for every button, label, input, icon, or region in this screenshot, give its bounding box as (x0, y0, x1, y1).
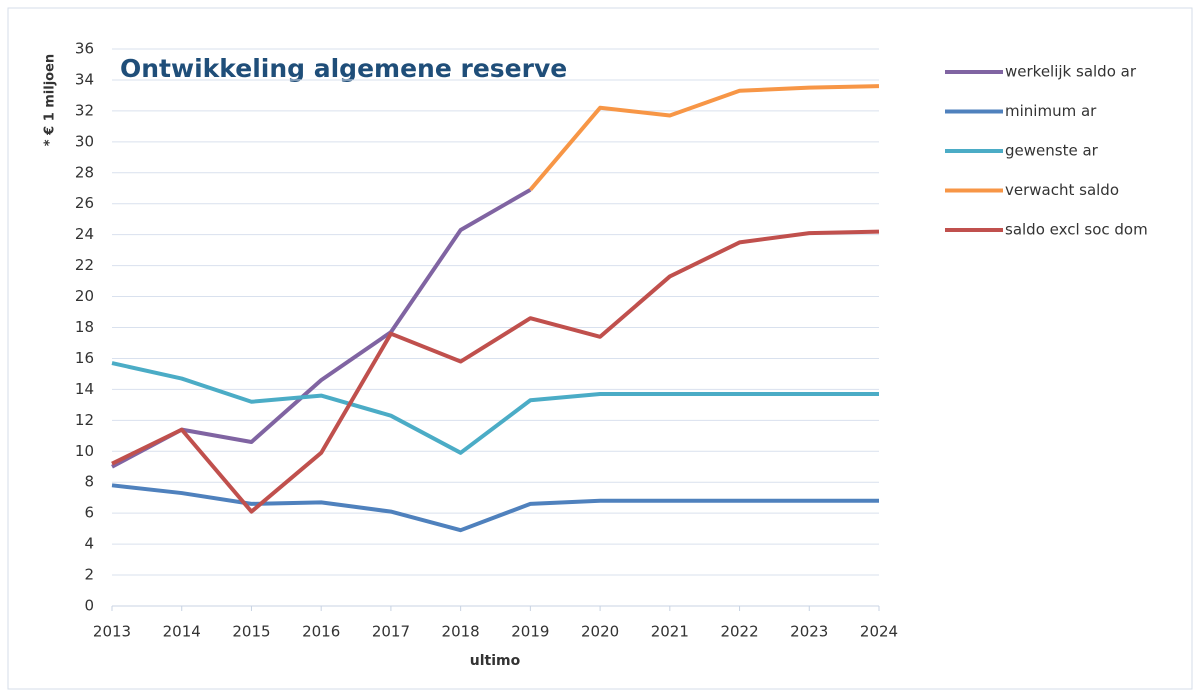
legend-label: verwacht saldo (1005, 181, 1119, 199)
legend-label: gewenste ar (1005, 142, 1099, 160)
y-tick-label: 16 (75, 349, 94, 367)
x-tick-label: 2020 (581, 623, 619, 641)
y-tick-label: 8 (84, 473, 94, 491)
series-line (111, 229, 880, 514)
y-tick-label: 24 (75, 225, 94, 243)
y-tick-label: 18 (75, 318, 94, 336)
y-tick-label: 36 (75, 40, 94, 58)
legend-label: saldo excl soc dom (1005, 221, 1148, 239)
x-tick-label: 2023 (790, 623, 828, 641)
y-tick-label: 22 (75, 256, 94, 274)
y-tick-label: 28 (75, 163, 94, 181)
y-tick-label: 20 (75, 287, 94, 305)
x-tick-label: 2015 (232, 623, 270, 641)
y-tick-label: 4 (84, 535, 94, 553)
x-tick-label: 2022 (720, 623, 758, 641)
x-tick-label: 2024 (860, 623, 898, 641)
chart-title: Ontwikkeling algemene reserve (120, 54, 567, 83)
series-line (111, 483, 879, 533)
x-tick-label: 2017 (372, 623, 410, 641)
series-line (111, 361, 879, 455)
x-tick-label: 2021 (651, 623, 689, 641)
legend-label: minimum ar (1005, 102, 1097, 120)
legend-label: werkelijk saldo ar (1005, 63, 1137, 81)
y-tick-label: 2 (84, 566, 94, 584)
y-tick-label: 12 (75, 411, 94, 429)
x-tick-label: 2018 (442, 623, 480, 641)
y-tick-label: 0 (84, 597, 94, 615)
x-axis-label: ultimo (470, 653, 521, 669)
y-tick-label: 26 (75, 194, 94, 212)
y-tick-label: 14 (75, 380, 94, 398)
y-axis-label: * € 1 miljoen (43, 54, 58, 146)
series-line (528, 84, 880, 192)
y-tick-label: 32 (75, 101, 94, 119)
y-tick-label: 10 (75, 442, 94, 460)
x-tick-label: 2016 (302, 623, 340, 641)
x-tick-label: 2013 (93, 623, 131, 641)
y-tick-label: 34 (75, 70, 94, 88)
x-tick-label: 2014 (163, 623, 201, 641)
y-tick-label: 6 (84, 504, 94, 522)
y-tick-label: 30 (75, 132, 94, 150)
x-tick-label: 2019 (511, 623, 549, 641)
